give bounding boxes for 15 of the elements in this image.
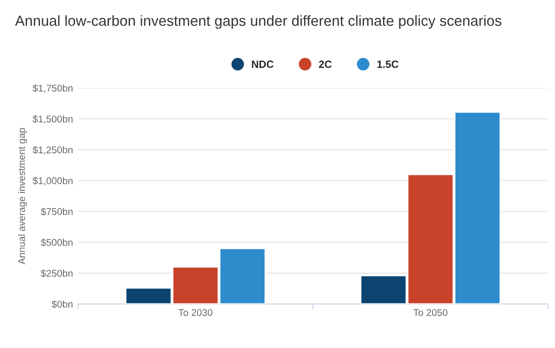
y-tick-label: $1,750bn xyxy=(32,84,73,93)
y-axis-title: Annual average investment gap xyxy=(18,128,28,264)
y-tick-label: $750bn xyxy=(40,208,73,216)
y-tick-label: $0bn xyxy=(52,300,73,308)
y-tick-label: $250bn xyxy=(40,269,73,278)
x-tick-label: To 2050 xyxy=(413,309,448,316)
y-tick-label: $500bn xyxy=(40,238,73,246)
y-tick-label: $1,000bn xyxy=(32,176,73,186)
y-tick-label: $1,250bn xyxy=(32,146,73,154)
chart-title: Annual low-carbon investment gaps under different climate policy scenarios xyxy=(15,15,502,29)
legend-label: 2C xyxy=(318,60,332,68)
legend-label: NDC xyxy=(252,60,274,68)
legend-label: 1.5C xyxy=(377,60,398,68)
x-tick-label: To 2030 xyxy=(178,309,212,316)
y-tick-label: $1,500bn xyxy=(32,115,73,124)
